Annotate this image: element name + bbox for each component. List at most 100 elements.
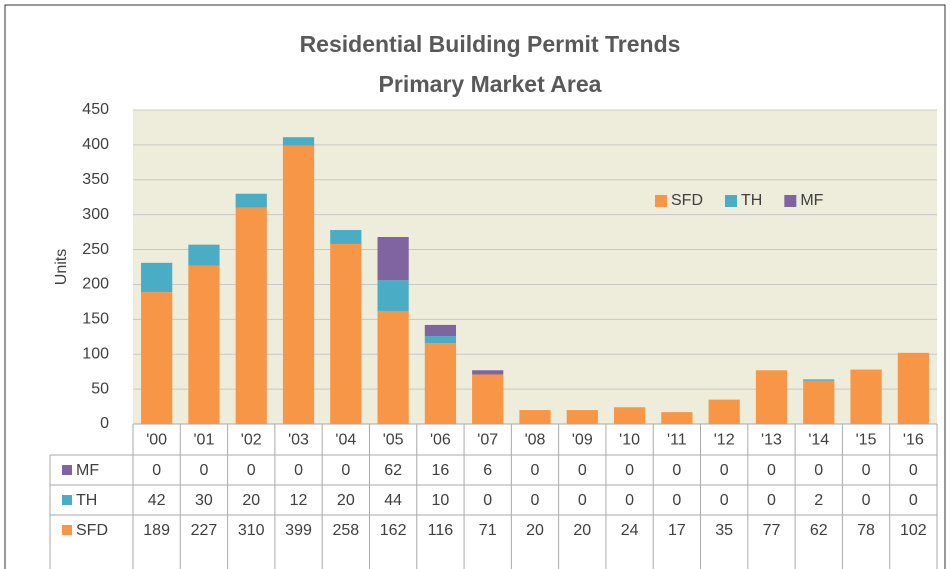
table-value: 78 [857,522,875,539]
table-value: 0 [814,462,823,479]
table-value: 0 [578,492,587,509]
row-label: TH [76,492,97,509]
bar-segment [377,236,409,281]
bar-segment [235,193,267,208]
table-value: 0 [767,492,776,509]
chart-title: Residential Building Permit Trends [300,31,681,57]
x-tick-label: '00 [146,432,167,449]
table-value: 0 [862,462,871,479]
y-tick-label: 0 [100,415,109,432]
y-tick-label: 200 [82,276,109,293]
table-value: 0 [909,492,918,509]
table-value: 20 [526,522,544,539]
table-value: 310 [238,522,265,539]
legend-label: MF [800,192,823,209]
bar-segment [188,265,220,424]
table-value: 62 [810,522,828,539]
legend-key [62,525,72,535]
y-tick-label: 250 [82,241,109,258]
bar-segment [377,280,409,311]
bar-segment [141,262,173,293]
bar-segment [803,380,835,424]
table-value: 0 [720,492,729,509]
bar-segment [424,343,457,424]
table-value: 227 [191,522,218,539]
table-value: 0 [672,492,681,509]
y-tick-label: 300 [82,206,109,223]
bar-segment [708,399,740,424]
x-tick-label: '09 [572,432,593,449]
x-tick-label: '05 [383,432,404,449]
table-value: 0 [672,462,681,479]
table-value: 12 [290,492,308,509]
table-value: 42 [148,492,166,509]
bar-segment [282,145,315,424]
table-value: 2 [814,492,823,509]
bar-segment [188,244,220,266]
x-tick-label: '06 [430,432,451,449]
plot-area [133,110,937,424]
table-value: 17 [668,522,686,539]
y-tick-label: 150 [82,311,109,328]
bar-segment [282,137,315,146]
y-tick-label: 100 [82,345,109,362]
table-value: 0 [767,462,776,479]
legend-key [62,495,72,505]
table-value: 0 [909,462,918,479]
table-value: 116 [428,522,454,539]
bar-segment [897,352,929,424]
table-value: 258 [332,522,359,539]
table-value: 189 [143,522,170,539]
chart-subtitle: Primary Market Area [379,71,602,97]
bar-segment [377,310,409,424]
table-value: 102 [900,522,927,539]
legend-label: TH [741,192,762,209]
x-tick-label: '08 [525,432,546,449]
table-value: 0 [247,462,256,479]
x-tick-label: '10 [619,432,640,449]
table-value: 0 [578,462,587,479]
bar-segment [141,292,173,424]
bar-segment [472,374,504,424]
y-axis-label: Units [53,249,70,285]
table-value: 399 [285,522,312,539]
x-tick-label: '15 [856,432,877,449]
table-value: 0 [483,492,492,509]
table-value: 0 [531,492,540,509]
bar-segment [850,369,882,424]
table-value: 30 [195,492,213,509]
table-value: 44 [384,492,402,509]
table-value: 24 [621,522,639,539]
table-value: 0 [625,462,634,479]
table-value: 20 [337,492,355,509]
table-value: 0 [294,462,303,479]
legend-key [62,465,72,475]
table-value: 0 [720,462,729,479]
legend-swatch [725,195,737,207]
y-tick-label: 400 [82,136,109,153]
bar-segment [235,207,267,424]
table-value: 20 [242,492,260,509]
table-value: 35 [715,522,733,539]
bar-segment [472,370,504,375]
table-value: 0 [199,462,208,479]
table-value: 0 [862,492,871,509]
legend-swatch [655,195,667,207]
table-value: 0 [152,462,161,479]
bar-segment [613,407,646,424]
table-value: 6 [483,462,492,479]
table-value: 71 [479,522,497,539]
table-value: 62 [384,462,402,479]
x-tick-label: '12 [714,432,735,449]
bar-segment [566,410,598,424]
table-value: 0 [341,462,350,479]
table-value: 77 [763,522,781,539]
row-label: MF [76,462,99,479]
bar-segment [330,243,362,424]
x-tick-label: '13 [761,432,782,449]
table-value: 10 [432,492,450,509]
row-label: SFD [76,522,108,539]
x-tick-label: '14 [808,432,829,449]
y-tick-label: 50 [91,380,109,397]
